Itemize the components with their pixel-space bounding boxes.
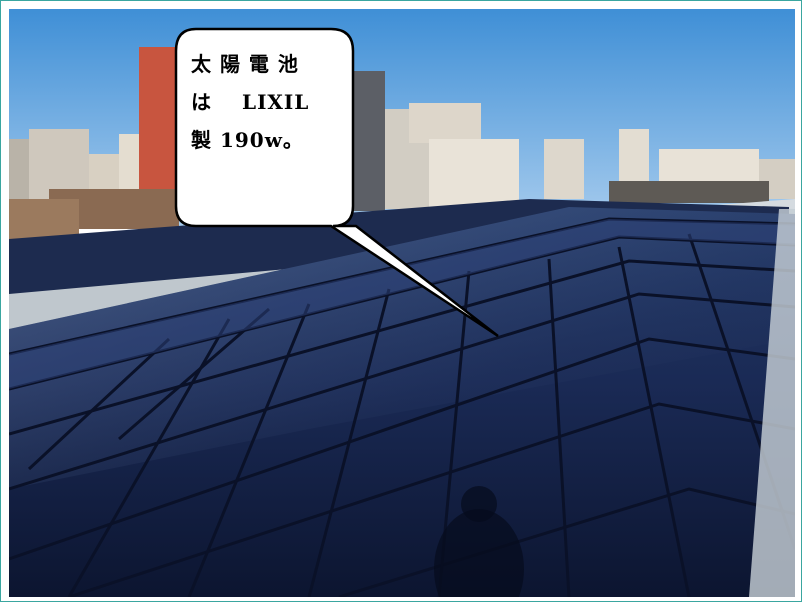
- solar-roof-photo: [9, 9, 795, 597]
- callout-line-2b: LIXIL: [242, 90, 310, 114]
- callout-line-2a: は: [191, 90, 212, 114]
- callout-line-1: 太 陽 電 池: [191, 52, 299, 76]
- shadow: [434, 509, 524, 597]
- callout-line-3: 製 190w。: [191, 128, 304, 152]
- callout-text: 太 陽 電 池 は LIXIL 製 190w。: [191, 45, 341, 159]
- callout-line-2: は LIXIL: [191, 83, 341, 121]
